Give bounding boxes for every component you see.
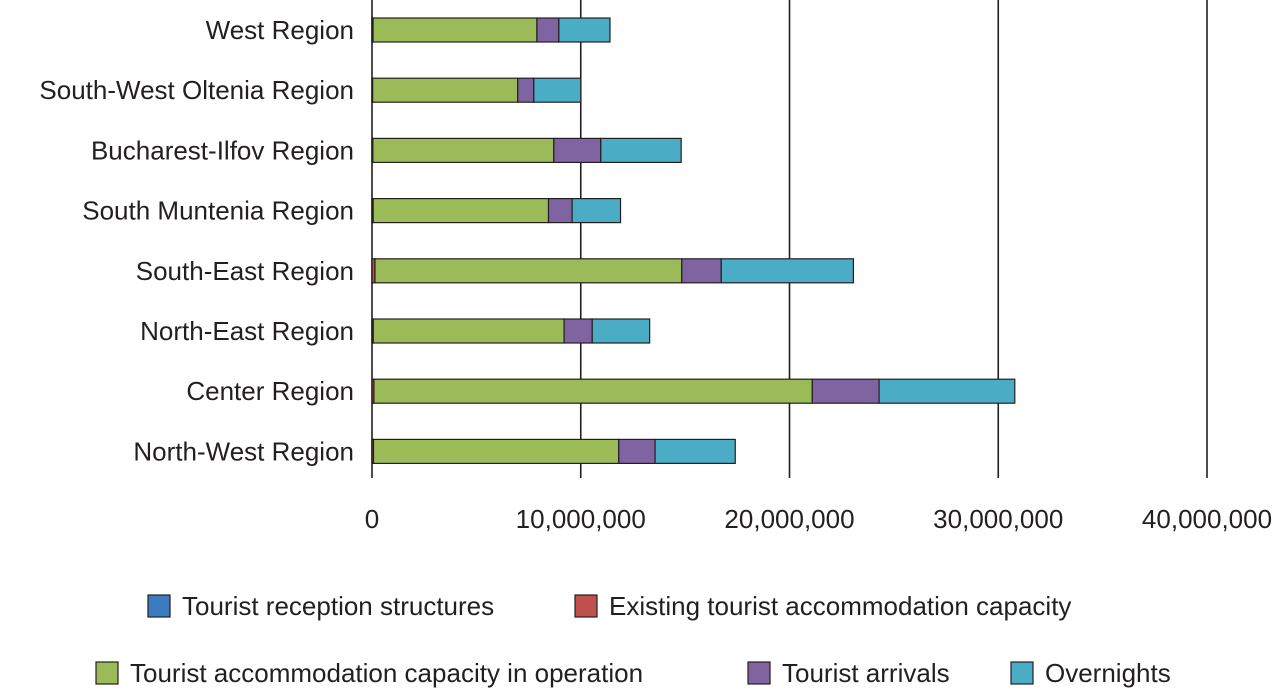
x-tick-label-3: 30,000,000 <box>933 504 1063 534</box>
bar-south-muntenia-region-overnights <box>571 198 622 224</box>
bar-west-region-tourist-arrivals <box>536 17 560 43</box>
bar-north-west-region-tourist-accommodation-capacity-in-operation <box>372 438 620 464</box>
legend-label-tourist-reception-structures: Tourist reception structures <box>182 591 494 621</box>
bar-north-west-region-overnights <box>654 438 736 464</box>
bar-south-east-region-tourist-accommodation-capacity-in-operation <box>374 258 683 284</box>
bar-north-west-region-tourist-arrivals <box>618 438 656 464</box>
gridlines <box>371 0 1208 478</box>
category-label-bucharest-ilfov-region: Bucharest-Ilfov Region <box>91 135 354 165</box>
legend-swatch-tourist-reception-structures <box>147 594 171 618</box>
bar-bucharest-ilfov-region-tourist-accommodation-capacity-in-operation <box>372 137 555 163</box>
category-label-south-east-region: South-East Region <box>136 256 354 286</box>
legend-swatch-existing-tourist-accommodation-capacity <box>574 594 598 618</box>
category-label-south-muntenia-region: South Muntenia Region <box>82 196 354 226</box>
bar-south-east-region-tourist-arrivals <box>681 258 722 284</box>
legend-swatch-tourist-arrivals <box>747 661 771 685</box>
legend-swatch-overnights <box>1010 661 1034 685</box>
bar-north-east-region-tourist-arrivals <box>563 318 593 344</box>
bar-center-region-tourist-accommodation-capacity-in-operation <box>373 378 813 404</box>
bar-south-west-oltenia-region-tourist-accommodation-capacity-in-operation <box>372 77 519 103</box>
bar-north-east-region-tourist-accommodation-capacity-in-operation <box>372 318 565 344</box>
category-label-center-region: Center Region <box>186 376 354 406</box>
legend-label-overnights: Overnights <box>1045 658 1171 688</box>
legend: Tourist reception structures Existing tou… <box>95 591 1171 688</box>
legend-label-tourist-accommodation-capacity-in-operation: Tourist accommodation capacity in operat… <box>130 658 643 688</box>
bar-center-region-tourist-arrivals <box>811 378 880 404</box>
bar-south-muntenia-region-tourist-accommodation-capacity-in-operation <box>372 198 550 224</box>
bar-bucharest-ilfov-region-overnights <box>600 137 682 163</box>
bars <box>371 17 1016 464</box>
bar-south-muntenia-region-tourist-arrivals <box>547 198 573 224</box>
x-tick-label-4: 40,000,000 <box>1142 504 1272 534</box>
category-label-north-west-region: North-West Region <box>133 436 354 466</box>
bar-south-west-oltenia-region-overnights <box>533 77 582 103</box>
x-tick-label-1: 10,000,000 <box>516 504 646 534</box>
bar-west-region-overnights <box>558 17 611 43</box>
bar-south-west-oltenia-region-tourist-arrivals <box>517 77 535 103</box>
bar-west-region-tourist-accommodation-capacity-in-operation <box>372 17 538 43</box>
category-labels: West Region South-West Oltenia Region Buch… <box>39 15 354 466</box>
x-tick-label-2: 20,000,000 <box>724 504 854 534</box>
bar-north-east-region-overnights <box>591 318 651 344</box>
x-tick-labels: 0 10,000,000 20,000,000 30,000,000 40,000,00… <box>365 504 1272 534</box>
bar-center-region-overnights <box>878 378 1016 404</box>
category-label-north-east-region: North-East Region <box>140 316 354 346</box>
legend-label-existing-tourist-accommodation-capacity: Existing tourist accommodation capacity <box>609 591 1071 621</box>
legend-label-tourist-arrivals: Tourist arrivals <box>782 658 950 688</box>
x-tick-label-0: 0 <box>365 504 379 534</box>
legend-swatch-tourist-accommodation-capacity-in-operation <box>95 661 119 685</box>
bar-south-east-region-overnights <box>720 258 855 284</box>
category-label-west-region: West Region <box>206 15 354 45</box>
category-label-south-west-oltenia-region: South-West Oltenia Region <box>39 75 354 105</box>
bar-bucharest-ilfov-region-tourist-arrivals <box>553 137 602 163</box>
